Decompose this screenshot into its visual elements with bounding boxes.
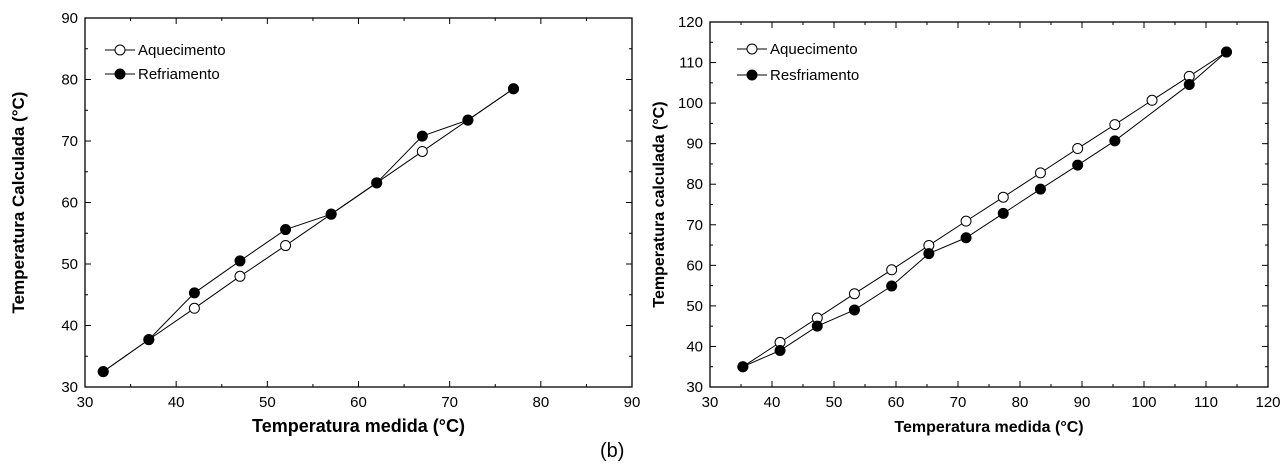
legend-label: Aquecimento [770, 41, 858, 58]
data-point [280, 224, 292, 236]
x-tick-label: 70 [950, 394, 967, 411]
data-point [188, 302, 200, 314]
x-tick-label: 40 [764, 394, 781, 411]
y-tick-label: 30 [686, 379, 703, 396]
data-point [811, 320, 823, 332]
y-tick-label: 80 [686, 176, 703, 193]
x-tick-label: 60 [350, 394, 367, 411]
data-point [234, 255, 246, 267]
data-point [960, 215, 972, 227]
series-resfriamento [737, 46, 1232, 373]
y-tick-label: 50 [61, 256, 78, 273]
data-point [1109, 135, 1121, 147]
y-tick-label: 70 [686, 217, 703, 234]
data-point [886, 264, 898, 276]
data-point [416, 145, 428, 157]
x-tick-label: 80 [532, 394, 549, 411]
y-tick-label: 60 [686, 257, 703, 274]
series-aquecimento [97, 83, 519, 378]
chart-2: 30 40 50 60 70 80 90 100 110 120 30 40 50 60 70 80 90 100… [651, 14, 1281, 436]
data-point [371, 177, 383, 189]
data-point [97, 366, 109, 378]
data-point [848, 288, 860, 300]
x-tick-label: 70 [441, 394, 458, 411]
figure-caption: (b) [600, 440, 625, 462]
y-axis-title: Temperatura Calculada (°C) [9, 92, 28, 314]
y-tick-label: 60 [61, 195, 78, 212]
data-point [280, 240, 292, 252]
data-point [1183, 78, 1195, 90]
data-point [848, 304, 860, 316]
y-tick-label: 40 [61, 318, 78, 335]
y-tick-label: 40 [686, 338, 703, 355]
y-tick-label: 50 [686, 298, 703, 315]
data-point [923, 248, 935, 260]
y-axis-title: Temperatura calculada (°C) [651, 101, 668, 307]
series-refriamento [97, 83, 519, 378]
data-point [1146, 94, 1158, 106]
legend-marker [746, 43, 758, 55]
data-point [1109, 119, 1121, 131]
y-tick-label: 90 [61, 10, 78, 27]
data-point [774, 345, 786, 356]
data-point [1034, 183, 1046, 195]
x-tick-label: 60 [888, 394, 905, 411]
y-tick-label: 100 [678, 95, 703, 112]
x-tick-label: 50 [259, 394, 276, 411]
x-tick-label: 30 [702, 394, 719, 411]
x-tick-label: 50 [826, 394, 843, 411]
legend-label: Aquecimento [138, 42, 226, 59]
y-tick-label: 120 [678, 14, 703, 31]
data-point [507, 83, 519, 95]
y-tick-label: 80 [61, 72, 78, 89]
data-point [325, 208, 337, 220]
data-point [886, 280, 898, 292]
data-point [960, 232, 972, 244]
x-tick-label: 80 [1012, 394, 1029, 411]
x-tick-label: 120 [1255, 394, 1280, 411]
data-point [143, 334, 155, 346]
data-point [997, 191, 1009, 203]
data-point [1072, 159, 1084, 171]
chart-1: 30 40 50 60 70 80 90 30 40 50 60 70 80 90 Temperatura … [9, 10, 640, 436]
x-tick-label: 100 [1131, 394, 1156, 411]
y-tick-label: 70 [61, 133, 78, 150]
y-tick-label: 30 [61, 379, 78, 396]
legend-label: Refriamento [138, 66, 220, 83]
x-axis-title: Temperatura medida (°C) [894, 419, 1083, 436]
legend-marker [114, 68, 126, 80]
legend-label: Resfriamento [770, 67, 859, 84]
data-point [1072, 143, 1084, 155]
data-point [997, 207, 1009, 219]
series-line [742, 51, 1227, 368]
x-tick-label: 110 [1194, 394, 1218, 411]
data-point [1034, 167, 1046, 179]
data-point [1220, 46, 1232, 58]
series-aquecimento [737, 46, 1232, 373]
data-point [234, 270, 246, 282]
x-tick-label: 30 [77, 394, 94, 411]
y-tick-label: 110 [679, 55, 703, 72]
x-tick-label: 90 [624, 394, 641, 411]
data-point [416, 130, 428, 142]
x-tick-label: 90 [1074, 394, 1091, 411]
series-line [102, 88, 514, 373]
data-point [188, 287, 200, 299]
legend-marker [746, 69, 758, 81]
x-tick-label: 40 [168, 394, 185, 411]
y-tick-label: 90 [686, 136, 703, 153]
legend-marker [114, 44, 126, 56]
x-axis-title: Temperatura medida (°C) [252, 416, 465, 436]
data-point [737, 361, 749, 373]
series-line [102, 88, 514, 373]
data-point [462, 114, 474, 126]
